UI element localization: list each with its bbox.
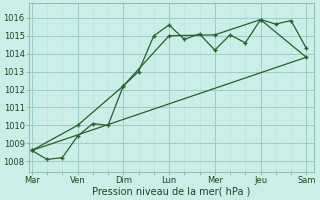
X-axis label: Pression niveau de la mer( hPa ): Pression niveau de la mer( hPa ) [92, 187, 251, 197]
